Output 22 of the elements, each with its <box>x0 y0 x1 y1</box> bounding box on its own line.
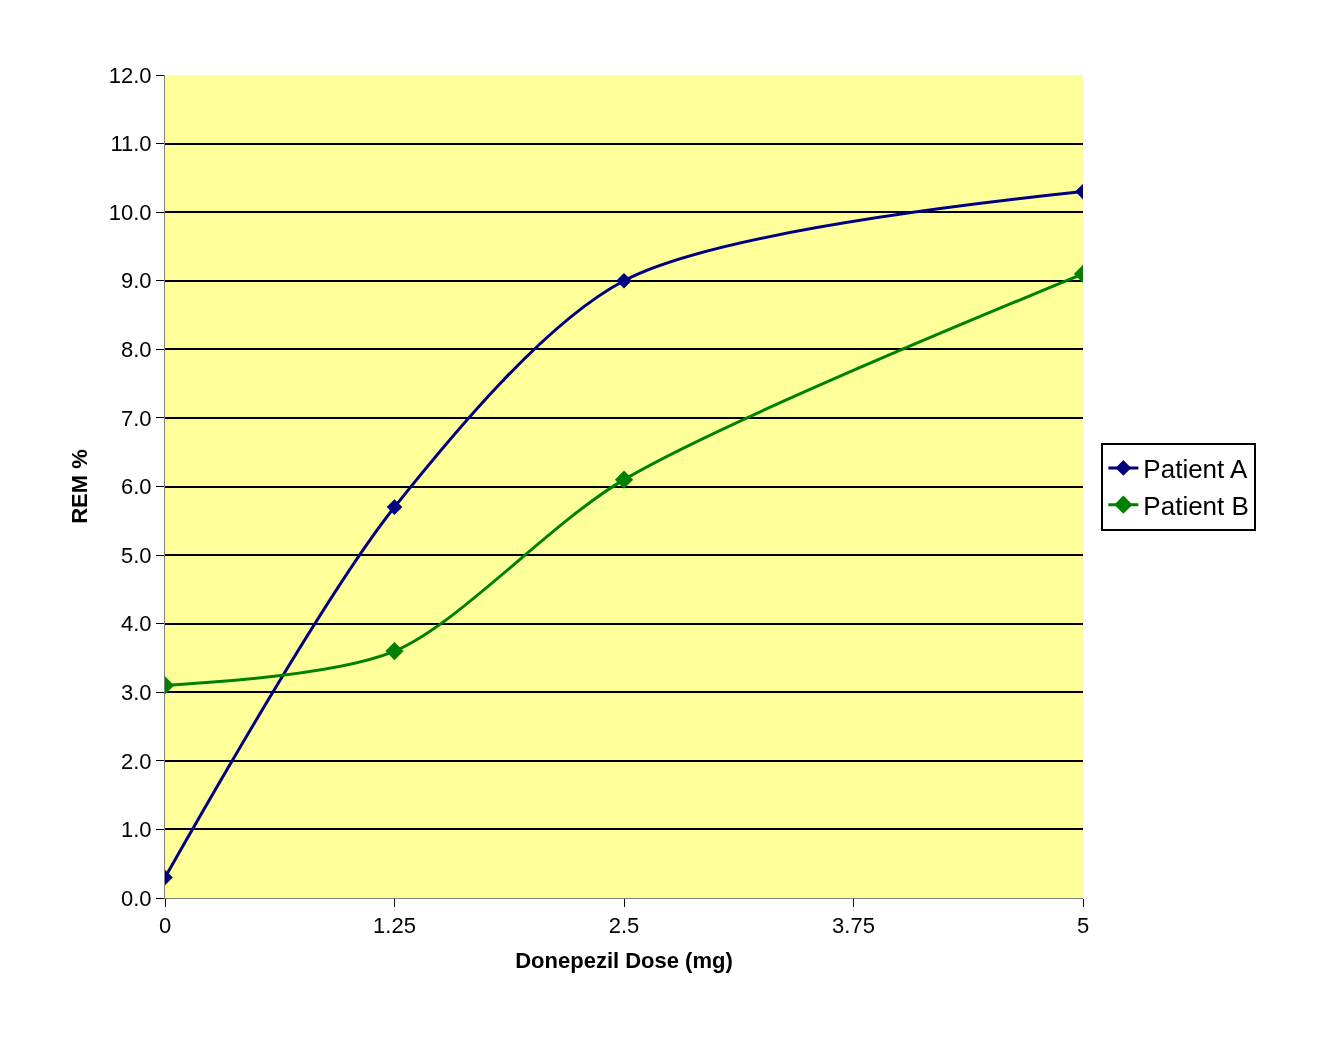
x-tick-label: 2.5 <box>608 913 640 939</box>
y-tick-label: 2.0 <box>121 748 152 774</box>
y-tick-label: 8.0 <box>121 337 152 363</box>
y-tick-label: 3.0 <box>121 679 152 705</box>
y-tick-label: 1.0 <box>121 817 152 843</box>
y-tick-label: 11.0 <box>110 131 152 157</box>
y-tick-label: 6.0 <box>121 474 152 500</box>
y-tick-label: 10.0 <box>108 199 152 225</box>
y-tick-label: 5.0 <box>121 542 152 568</box>
x-tick-label: 5 <box>1076 913 1090 939</box>
legend-label: Patient B <box>1143 490 1249 521</box>
y-tick-label: 9.0 <box>121 268 152 294</box>
y-tick-label: 4.0 <box>121 611 152 637</box>
y-axis-title: REM % <box>66 449 92 524</box>
x-tick-label: 0 <box>158 913 172 939</box>
x-tick-label: 1.25 <box>373 913 416 939</box>
y-tick-label: 0.0 <box>121 885 152 911</box>
x-tick-label: 3.75 <box>832 913 875 939</box>
y-tick-label: 7.0 <box>121 405 152 431</box>
x-axis-title: Donepezil Dose (mg) <box>515 948 733 974</box>
y-tick-label: 12.0 <box>108 62 152 88</box>
legend-label: Patient A <box>1143 454 1249 485</box>
